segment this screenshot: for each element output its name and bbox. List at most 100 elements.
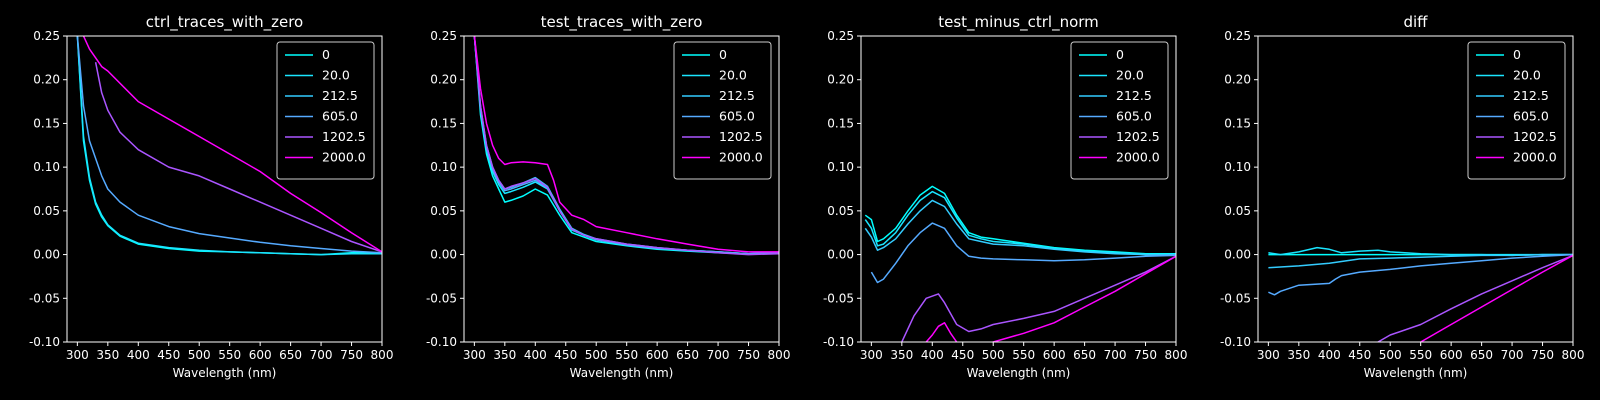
chart-title: test_minus_ctrl_norm (938, 13, 1099, 32)
series-line-2000-0 (473, 36, 779, 253)
y-tick-label: 0.25 (430, 29, 457, 43)
series-line-1202-5 (94, 62, 382, 253)
y-tick-label: -0.05 (29, 291, 60, 305)
x-tick-label: 500 (1379, 348, 1402, 362)
x-tick-label: 450 (554, 348, 577, 362)
y-tick-label: -0.10 (823, 335, 854, 349)
chart-title: diff (1403, 13, 1428, 31)
series-line-1202-5 (473, 36, 779, 256)
x-tick-label: 650 (1470, 348, 1493, 362)
axes-frame (66, 35, 383, 343)
x-tick-label: 350 (1287, 348, 1310, 362)
y-tick-label: 0.10 (827, 160, 854, 174)
y-tick-label: 0.25 (827, 29, 854, 43)
legend-label: 1202.5 (322, 129, 366, 144)
x-tick-label: 400 (921, 348, 944, 362)
plot-area (864, 185, 1176, 342)
legend-label: 20.0 (1513, 68, 1541, 83)
series-line-212-5 (1268, 253, 1573, 269)
legend-label: 212.5 (1513, 88, 1549, 103)
y-tick-label: -0.10 (1220, 335, 1251, 349)
x-tick-label: 300 (463, 348, 486, 362)
series-line-1202-5 (1377, 254, 1573, 342)
axes-frame (860, 35, 1177, 343)
y-tick-label: 0.10 (1224, 160, 1251, 174)
legend-label: 605.0 (1513, 109, 1549, 124)
x-tick-label: 300 (66, 348, 89, 362)
series-line-20-0 (864, 190, 1176, 256)
x-tick-label: 750 (1134, 348, 1157, 362)
x-tick-label: 550 (1409, 348, 1432, 362)
legend-label: 1202.5 (1116, 129, 1160, 144)
plot-area (76, 36, 382, 256)
legend-label: 212.5 (719, 88, 755, 103)
x-tick-label: 650 (1073, 348, 1096, 362)
legend-label: 1202.5 (719, 129, 763, 144)
legend-label: 20.0 (719, 68, 747, 83)
y-tick-label: 0.05 (827, 204, 854, 218)
legend-label: 0 (1116, 47, 1124, 62)
axes-frame (1257, 35, 1574, 343)
legend: 0 20.0 212.5 605.0 1202.5 2000.0 (1467, 41, 1566, 180)
y-tick-label: -0.05 (823, 291, 854, 305)
series-line-20-0 (76, 36, 382, 256)
y-tick-label: 0.00 (827, 248, 854, 262)
x-tick-label: 600 (249, 348, 272, 362)
legend-label: 2000.0 (1513, 150, 1557, 165)
legend-label: 20.0 (322, 68, 350, 83)
y-tick-label: 0.00 (33, 248, 60, 262)
y-tick-label: -0.10 (29, 335, 60, 349)
y-tick-label: 0.20 (430, 73, 457, 87)
x-tick-label: 300 (860, 348, 883, 362)
legend: 0 20.0 212.5 605.0 1202.5 2000.0 (673, 41, 772, 180)
axes-frame (463, 35, 780, 343)
legend-label: 605.0 (719, 109, 755, 124)
x-tick-label: 300 (1257, 348, 1280, 362)
x-tick-label: 600 (646, 348, 669, 362)
x-axis-label: Wavelength (nm) (173, 366, 277, 380)
x-tick-label: 500 (188, 348, 211, 362)
series-line-1202-5 (901, 255, 1176, 342)
x-tick-label: 700 (1501, 348, 1524, 362)
x-tick-label: 800 (1562, 348, 1585, 362)
x-tick-label: 700 (707, 348, 730, 362)
x-tick-label: 400 (524, 348, 547, 362)
y-tick-label: -0.05 (1220, 291, 1251, 305)
chart-title: ctrl_traces_with_zero (146, 13, 303, 32)
y-tick-label: 0.05 (33, 204, 60, 218)
x-tick-label: 350 (493, 348, 516, 362)
series-line-2000-0 (1420, 254, 1573, 342)
panel-test-traces-with-zero: test_traces_with_zero 300 350 400 450 500 550 6… (426, 13, 791, 380)
legend-label: 605.0 (322, 109, 358, 124)
y-tick-label: 0.10 (33, 160, 60, 174)
x-tick-label: 750 (737, 348, 760, 362)
legend-label: 212.5 (322, 88, 358, 103)
series-line-0 (864, 185, 1176, 255)
y-tick-label: 0.15 (827, 116, 854, 130)
plot-area (1268, 246, 1573, 342)
series-line-212-5 (864, 199, 1176, 256)
x-tick-label: 400 (1318, 348, 1341, 362)
x-axis-label: Wavelength (nm) (1364, 366, 1468, 380)
legend-label: 0 (1513, 47, 1521, 62)
legend-label: 2000.0 (1116, 150, 1160, 165)
legend-label: 2000.0 (719, 150, 763, 165)
x-tick-label: 600 (1043, 348, 1066, 362)
series-line-2000-0 (82, 36, 382, 253)
x-tick-label: 800 (768, 348, 791, 362)
series-line-212-5 (76, 36, 382, 254)
x-tick-label: 550 (218, 348, 241, 362)
legend-label: 212.5 (1116, 88, 1152, 103)
x-tick-label: 550 (1012, 348, 1035, 362)
x-tick-label: 650 (676, 348, 699, 362)
y-tick-label: 0.25 (1224, 29, 1251, 43)
panel-ctrl-traces-with-zero: ctrl_traces_with_zero 300 350 400 450 500 550 6… (29, 13, 394, 380)
series-line-605-0 (870, 222, 1176, 284)
series-line-2000-0 (925, 255, 1176, 342)
panel-test-minus-ctrl-norm: test_minus_ctrl_norm 300 350 400 450 500 550 60… (823, 13, 1188, 380)
x-tick-label: 750 (340, 348, 363, 362)
panel-diff: diff 300 350 400 450 500 550 600 650 700 750 800 -0.… (1220, 13, 1585, 380)
y-tick-label: 0.10 (430, 160, 457, 174)
legend-label: 1202.5 (1513, 129, 1557, 144)
y-tick-label: 0.05 (430, 204, 457, 218)
